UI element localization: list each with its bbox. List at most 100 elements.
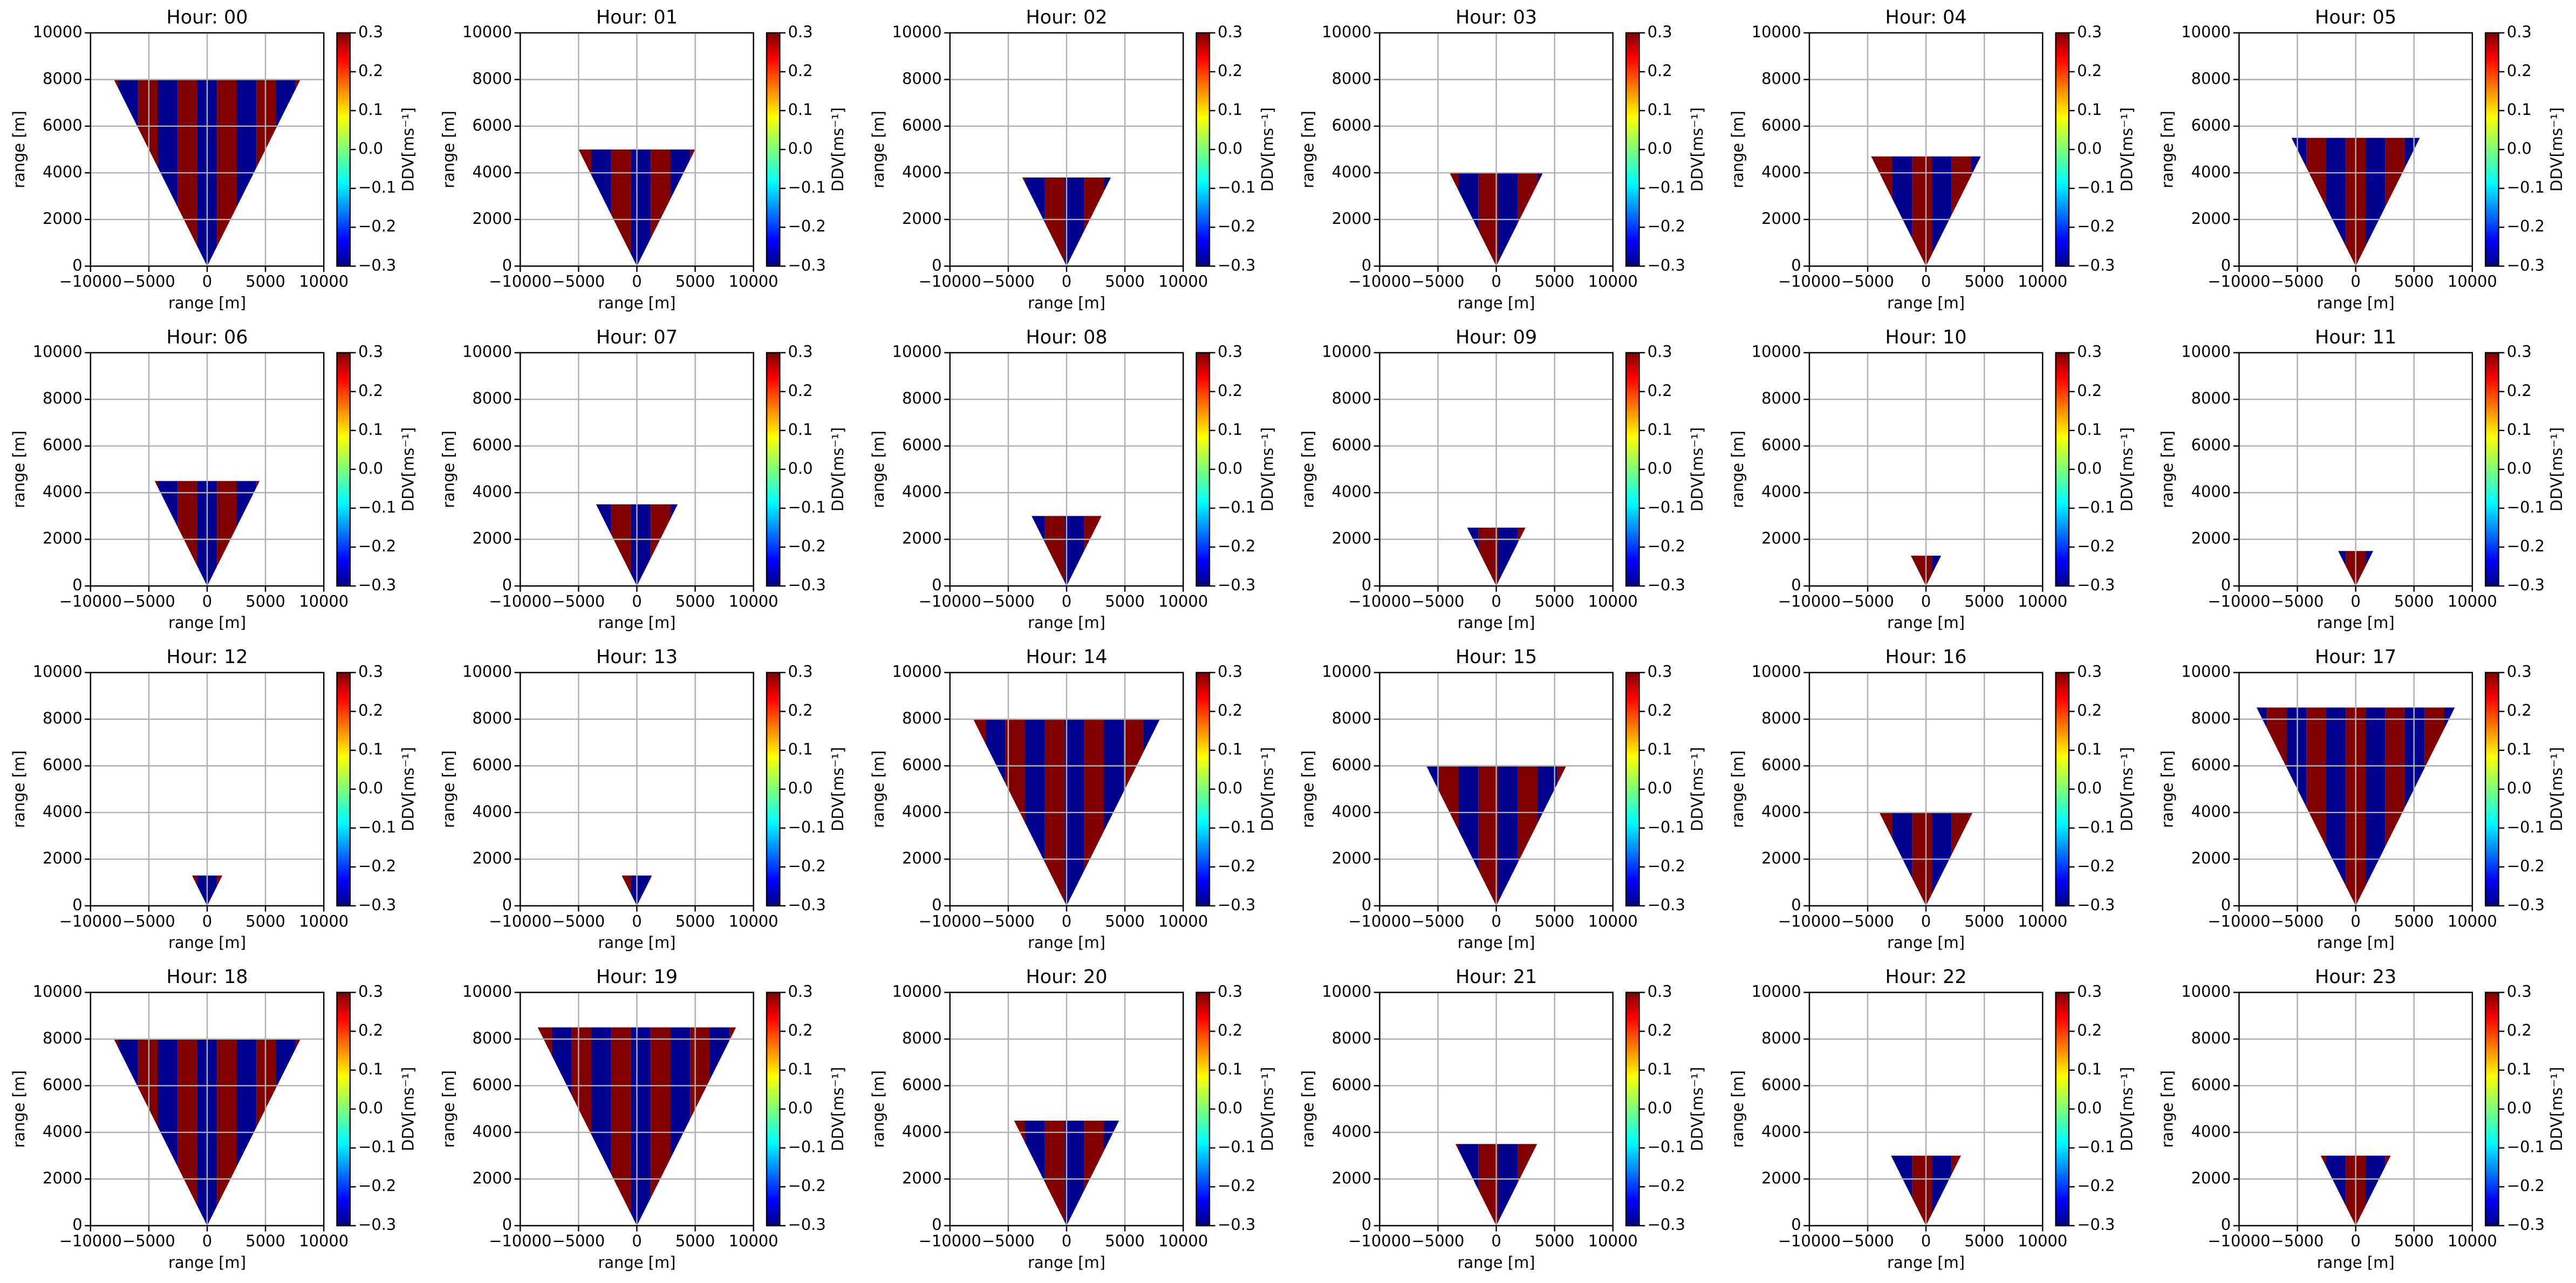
y-tick-label: 8000	[473, 709, 513, 727]
x-tick-label: 0	[2350, 272, 2360, 291]
colorbar-tick-label: 0.2	[1218, 701, 1242, 720]
colorbar-tick-label: −0.2	[1218, 217, 1255, 235]
colorbar-tick-label: 0.0	[2077, 1099, 2102, 1117]
y-tick-label: 0	[1791, 1216, 1801, 1234]
y-tick-label: 2000	[1332, 1169, 1372, 1187]
y-tick-label: 6000	[43, 436, 83, 454]
colorbar	[1195, 32, 1211, 267]
colorbar-label: DDV[ms⁻¹]	[2547, 427, 2566, 511]
colorbar-label: DDV[ms⁻¹]	[1259, 107, 1277, 192]
y-axis-label: range [m]	[439, 750, 457, 828]
colorbar-tick-label: −0.2	[2077, 217, 2115, 235]
colorbar-tick-label: 0.2	[1218, 381, 1242, 400]
colorbar	[2055, 32, 2070, 267]
y-tick-label: 4000	[1332, 802, 1372, 821]
colorbar-tick-label: −0.1	[358, 1138, 396, 1156]
y-tick-label: 6000	[902, 1075, 942, 1094]
y-tick-label: 4000	[473, 802, 513, 821]
panel-title: Hour: 04	[1885, 6, 1967, 28]
colorbar-label: DDV[ms⁻¹]	[399, 747, 418, 831]
colorbar-tick-label: 0.2	[1648, 1021, 1672, 1039]
colorbar-tick-label: 0.0	[2507, 459, 2532, 477]
colorbar-label: DDV[ms⁻¹]	[1259, 747, 1277, 831]
x-tick-label: 0	[1491, 912, 1501, 930]
colorbar-tick-label: 0.1	[1648, 420, 1672, 439]
colorbar	[1195, 352, 1211, 587]
colorbar-tick-label: −0.3	[2507, 896, 2545, 914]
colorbar-tick-label: −0.1	[358, 498, 396, 516]
x-tick-label: 5000	[675, 272, 715, 291]
axes-frame	[90, 992, 325, 1226]
axes-frame	[1808, 352, 2044, 587]
y-tick-label: 8000	[473, 1029, 513, 1047]
colorbar	[2484, 672, 2499, 907]
colorbar-tick-label: 0.3	[788, 343, 813, 361]
colorbar-tick-label: −0.2	[2507, 1177, 2545, 1195]
y-tick-label: 10000	[892, 982, 942, 1000]
y-tick-label: 10000	[462, 663, 512, 681]
x-tick-label: 5000	[1964, 912, 2004, 930]
y-tick-label: 0	[2221, 576, 2231, 594]
x-tick-label: −5000	[982, 272, 1035, 291]
panel-title: Hour: 08	[1026, 326, 1107, 348]
y-tick-label: 0	[1791, 576, 1801, 594]
y-tick-label: 10000	[462, 343, 512, 361]
axes-frame	[1808, 992, 2044, 1226]
colorbar-tick-label: −0.1	[2077, 178, 2115, 196]
x-tick-label: 10000	[729, 592, 778, 611]
y-tick-label: 0	[72, 256, 82, 274]
y-tick-label: 0	[1791, 256, 1801, 274]
colorbar-tick-label: 0.0	[358, 459, 383, 477]
y-tick-label: 6000	[1332, 116, 1372, 134]
colorbar-tick-label: −0.1	[2507, 498, 2545, 516]
colorbar-tick-label: −0.3	[1218, 896, 1255, 914]
panel-title: Hour: 06	[166, 326, 248, 348]
y-tick-label: 0	[72, 896, 82, 914]
x-tick-label: −10000	[59, 272, 122, 291]
colorbar-tick-label: 0.0	[2077, 139, 2102, 158]
colorbar-tick-label: 0.2	[358, 1021, 383, 1039]
y-tick-label: 0	[502, 576, 512, 594]
y-tick-label: 10000	[892, 663, 942, 681]
colorbar-tick-label: 0.2	[358, 62, 383, 80]
y-tick-label: 6000	[1332, 436, 1372, 454]
y-tick-label: 4000	[1332, 162, 1372, 181]
colorbar-tick-label: 0.2	[358, 381, 383, 400]
x-tick-label: 10000	[1588, 592, 1638, 611]
panel-title: Hour: 15	[1456, 646, 1537, 668]
colorbar-tick-label: −0.3	[1648, 256, 1685, 274]
colorbar	[1625, 672, 1640, 907]
y-tick-label: 2000	[902, 1169, 942, 1187]
colorbar-label: DDV[ms⁻¹]	[829, 1067, 847, 1151]
y-tick-label: 4000	[473, 1122, 513, 1141]
x-tick-label: 0	[1921, 592, 1931, 611]
colorbar-tick-label: −0.1	[2507, 1138, 2545, 1156]
colorbar-tick-label: 0.1	[1218, 100, 1242, 119]
colorbar-tick-label: 0.0	[1218, 459, 1242, 477]
y-tick-label: 10000	[1322, 23, 1371, 41]
colorbar-tick-label: 0.1	[1648, 740, 1672, 759]
y-tick-label: 10000	[1322, 343, 1371, 361]
x-tick-label: −10000	[1778, 272, 1841, 291]
colorbar-tick-label: 0.2	[2077, 62, 2102, 80]
y-axis-label: range [m]	[869, 431, 887, 508]
colorbar-tick-label: −0.3	[2077, 576, 2115, 594]
y-tick-label: 6000	[1332, 755, 1372, 774]
x-tick-label: −5000	[2271, 1232, 2324, 1250]
y-axis-label: range [m]	[2158, 431, 2177, 508]
colorbar-tick-label: −0.3	[2077, 256, 2115, 274]
y-axis-label: range [m]	[1299, 750, 1317, 828]
colorbar-tick-label: −0.3	[2507, 576, 2545, 594]
y-tick-label: 10000	[892, 343, 942, 361]
y-tick-label: 4000	[43, 482, 83, 501]
colorbar-tick-label: 0.3	[2507, 23, 2532, 41]
colorbar-label: DDV[ms⁻¹]	[829, 427, 847, 511]
colorbar-tick-label: −0.3	[788, 896, 826, 914]
colorbar	[1625, 992, 1640, 1226]
colorbar-tick-label: −0.1	[2507, 178, 2545, 196]
x-tick-label: −5000	[122, 912, 175, 930]
axes-frame	[90, 672, 325, 907]
x-axis-label: range [m]	[598, 294, 676, 312]
y-tick-label: 4000	[2191, 482, 2231, 501]
